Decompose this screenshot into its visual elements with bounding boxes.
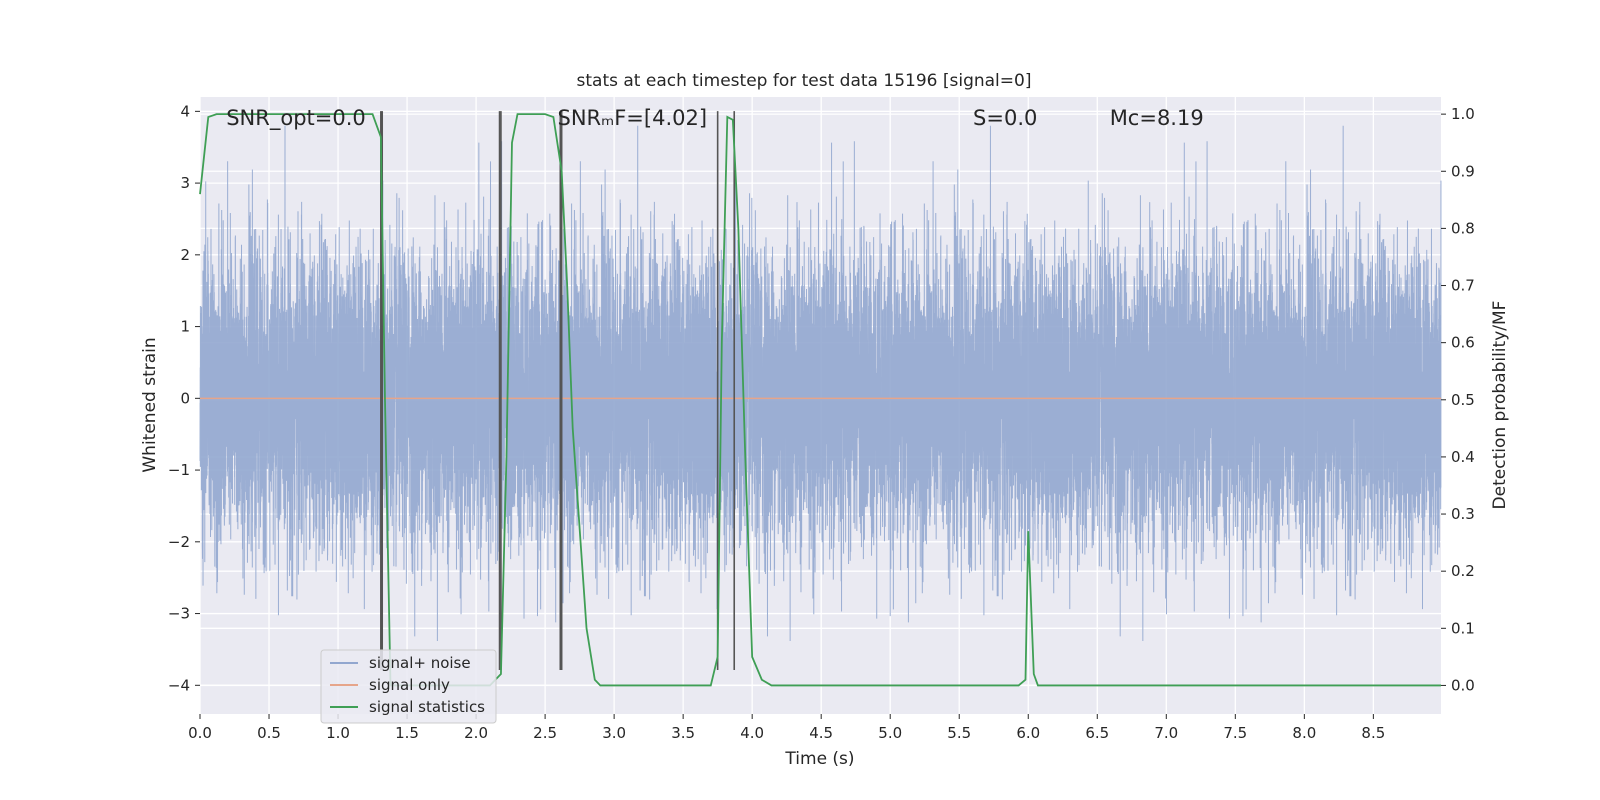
y-tick-label: 2: [180, 246, 190, 264]
x-tick-label: 7.0: [1154, 724, 1178, 742]
y2-tick-label: 1.0: [1451, 105, 1475, 123]
chart-title: stats at each timestep for test data 151…: [577, 71, 1032, 91]
y2-tick-label: 0.5: [1451, 391, 1475, 409]
y-axis-ticks: −4 −3 −2 −1 0 1 2 3 4: [168, 102, 200, 694]
y-tick-label: 1: [180, 318, 190, 336]
x-tick-label: 8.5: [1361, 724, 1385, 742]
y2-tick-label: 0.7: [1451, 277, 1475, 295]
x-axis-label: Time (s): [784, 749, 854, 769]
signal-plus-noise-series: [199, 125, 1442, 641]
y-tick-label: −2: [168, 533, 190, 551]
x-tick-label: 3.5: [671, 724, 695, 742]
legend: signal+ noise signal only signal statist…: [320, 649, 497, 724]
legend-label-stats: signal statistics: [369, 698, 485, 716]
y-tick-label: −1: [168, 461, 190, 479]
annotation-text: Mᴄ=8.19: [1110, 106, 1204, 130]
y-tick-label: 0: [180, 389, 190, 407]
y-tick-label: 3: [180, 174, 190, 192]
x-tick-label: 4.0: [740, 724, 764, 742]
y2-tick-label: 0.2: [1451, 562, 1475, 580]
x-tick-label: 6.0: [1016, 724, 1040, 742]
x-tick-label: 0.5: [257, 724, 281, 742]
vertical-marker-lines: [380, 111, 736, 670]
annotation-text: S=0.0: [973, 106, 1037, 130]
x-tick-label: 3.0: [602, 724, 626, 742]
y-tick-label: −3: [168, 605, 190, 623]
x-axis-ticks: 0.0 0.5 1.0 1.5 2.0 2.5 3.0 3.5 4.0 4.5 5.0 5.5 6.0 6…: [188, 714, 1385, 742]
y2-axis-label: Detection probability/MF: [1490, 301, 1510, 510]
y2-tick-label: 0.8: [1451, 219, 1475, 237]
y2-tick-label: 0.4: [1451, 448, 1475, 466]
signal-statistics-series: [199, 113, 1441, 687]
x-tick-label: 8.0: [1292, 724, 1316, 742]
y2-tick-label: 0.6: [1451, 334, 1475, 352]
y2-tick-label: 0.0: [1451, 676, 1475, 694]
legend-label-signal: signal only: [369, 676, 450, 694]
x-tick-label: 1.5: [395, 724, 419, 742]
x-tick-label: 5.5: [947, 724, 971, 742]
y-axis-label: Whitened strain: [140, 337, 160, 472]
y2-tick-label: 0.1: [1451, 619, 1475, 637]
x-tick-label: 2.5: [533, 724, 557, 742]
y2-tick-label: 0.9: [1451, 162, 1475, 180]
y2-axis-ticks: 0.0 0.1 0.2 0.3 0.4 0.5 0.6 0.7 0.8 0.9 1.0: [1441, 105, 1475, 694]
annotations: SNR_opt=0.0 SNRₘF=[4.02] S=0.0 Mᴄ=8.19: [226, 106, 1204, 131]
y2-tick-label: 0.3: [1451, 505, 1475, 523]
x-tick-label: 0.0: [188, 724, 212, 742]
noise-trace: [199, 125, 1442, 641]
legend-label-noise: signal+ noise: [369, 654, 471, 672]
x-tick-label: 4.5: [809, 724, 833, 742]
annotation-text: SNRₘF=[4.02]: [558, 106, 708, 130]
x-tick-label: 1.0: [326, 724, 350, 742]
y-tick-label: −4: [168, 676, 190, 694]
y-tick-label: 4: [180, 102, 190, 120]
x-tick-label: 2.0: [464, 724, 488, 742]
annotation-text: SNR_opt=0.0: [226, 106, 366, 131]
legend-box: [320, 649, 497, 724]
x-tick-label: 7.5: [1223, 724, 1247, 742]
x-tick-label: 5.0: [878, 724, 902, 742]
x-tick-label: 6.5: [1085, 724, 1109, 742]
